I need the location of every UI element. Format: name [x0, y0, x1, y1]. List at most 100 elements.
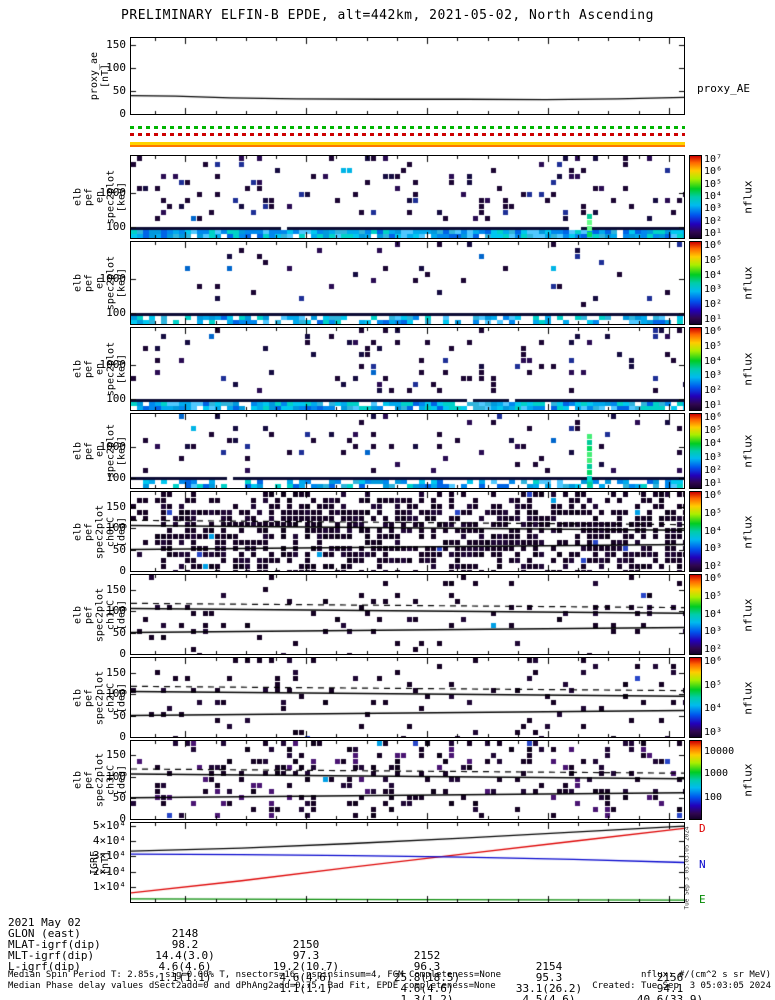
footer-nflux-units: nflux: #/(cm^2 s sr MeV) — [640, 970, 771, 980]
panel-en3 — [130, 327, 685, 411]
en1-colorbar-tick: 10⁵ — [704, 178, 723, 190]
en1-colorbar-tick: 10⁷ — [704, 154, 723, 165]
plot-stamp: Tue Sep 3 05:03:05 2024 — [683, 826, 691, 910]
en3-colorbar-tick: 10³ — [704, 370, 723, 382]
time-tick-4: 2156 — [656, 971, 684, 984]
ch0-ytick-label: 0 — [119, 564, 126, 577]
en4-ytick-label: 100 — [106, 471, 126, 485]
en3-colorbar-label: nflux — [741, 352, 755, 386]
ch0-colorbar-tick: 10³ — [704, 543, 723, 555]
en2-colorbar-tick: 10⁴ — [704, 269, 723, 281]
ch2-canvas — [131, 658, 684, 737]
ch1-canvas — [131, 575, 684, 654]
proxy_ae-canvas — [131, 38, 684, 114]
en3-ytick-label: 1000 — [99, 357, 127, 371]
ch1-colorbar-tick: 10² — [704, 644, 723, 655]
eph-row-label: MLT-igrf(dip) — [8, 949, 95, 962]
en3-colorbar — [689, 327, 702, 411]
en3-colorbar-tick: 10² — [704, 385, 723, 397]
ch1-colorbar — [689, 574, 702, 655]
en1-colorbar-tick: 10¹ — [704, 228, 723, 239]
time-tick-3: 2154 — [535, 960, 563, 973]
en1-ytick-label: 1000 — [99, 185, 127, 199]
proxy_ae-ytick-label: 0 — [119, 107, 126, 120]
ch1-yaxis-label: elb pef spec2plot ch1LC [deg] — [72, 587, 128, 642]
igrf-ytick-label: 2×10⁴ — [92, 864, 126, 878]
date-label: 2021 May 02 — [8, 916, 81, 929]
eph-value: 1.1(1.1) — [279, 982, 333, 995]
ch3-ytick-label: 100 — [106, 769, 126, 783]
igrf-canvas — [131, 823, 684, 902]
quality-flag-row-1 — [130, 133, 685, 136]
ch3-ytick-label: 150 — [106, 748, 126, 762]
en2-ytick-label: 1000 — [99, 271, 127, 285]
ch3-colorbar — [689, 740, 702, 820]
en1-colorbar — [689, 155, 702, 239]
proxy_ae-ytick-label: 50 — [112, 83, 126, 97]
en4-colorbar-tick: 10¹ — [704, 478, 723, 489]
en4-colorbar-tick: 10⁵ — [704, 425, 723, 437]
ch0-ytick-label: 50 — [112, 542, 126, 556]
footer-phase-delay: Median Phase delay values dSect2add=0 an… — [8, 981, 496, 991]
ch3-colorbar-tick: 10000 — [704, 746, 735, 757]
en1-yaxis-label: elb pef en spec2plot [keV] — [72, 169, 128, 225]
ch2-ytick-label: 100 — [106, 687, 126, 701]
en3-colorbar-tick: 10⁴ — [704, 355, 723, 367]
ch1-ytick-label: 100 — [106, 604, 126, 618]
panel-igrf — [130, 822, 685, 903]
en1-colorbar-tick: 10⁶ — [704, 166, 723, 178]
ch3-canvas — [131, 741, 684, 819]
en4-yaxis-label: elb pef en spec2plot [keV] — [72, 423, 128, 479]
ch0-ytick-label: 150 — [106, 499, 126, 513]
en4-ytick-label: 1000 — [99, 440, 127, 454]
quality-flag-bar — [130, 142, 685, 147]
igrf-series-label-N: N — [699, 857, 706, 871]
panel-en4 — [130, 413, 685, 489]
ch2-colorbar-tick: 10³ — [704, 727, 723, 738]
panel-en1 — [130, 155, 685, 239]
eph-value: 98.2 — [171, 938, 199, 951]
ch0-yaxis-label: elb pef spec2plot ch0LC [deg] — [72, 504, 128, 559]
en4-colorbar-label: nflux — [741, 434, 755, 468]
en4-colorbar-tick: 10⁴ — [704, 438, 723, 450]
ch2-ytick-label: 50 — [112, 708, 126, 722]
ch1-colorbar-label: nflux — [741, 597, 755, 632]
eph-row-label: GLON (east) — [8, 927, 81, 940]
en2-yaxis-label: elb pef en spec2plot [keV] — [72, 255, 128, 311]
eph-value: 95.3 — [535, 971, 563, 984]
igrf-series-label-D: D — [699, 821, 706, 835]
ch2-colorbar-tick: 10⁶ — [704, 656, 723, 667]
en3-colorbar-tick: 10⁵ — [704, 340, 723, 352]
ch2-colorbar — [689, 657, 702, 738]
ch1-colorbar-tick: 10⁵ — [704, 590, 723, 602]
eph-value: 1.3(1.2) — [400, 993, 454, 1000]
en2-colorbar-tick: 10¹ — [704, 314, 723, 325]
panel-en2 — [130, 241, 685, 325]
en3-canvas — [131, 328, 684, 410]
plot-title: PRELIMINARY ELFIN-B EPDE, alt=442km, 202… — [121, 8, 654, 23]
proxy_ae-yaxis-label: proxy_ae [nT] — [89, 51, 111, 101]
en4-colorbar-tick: 10⁶ — [704, 412, 723, 423]
ch0-colorbar — [689, 491, 702, 572]
en2-canvas — [131, 242, 684, 324]
ch3-colorbar-label: nflux — [741, 763, 755, 797]
panel-ch3 — [130, 740, 685, 820]
footer-spin-period: Median Spin Period T: 2.85s, sig=0.00% T… — [8, 970, 502, 980]
en4-canvas — [131, 414, 684, 488]
ch2-colorbar-label: nflux — [741, 680, 755, 715]
igrf-ytick-label: 3×10⁴ — [92, 849, 126, 863]
eph-value: 33.1(26.2) — [515, 982, 583, 995]
en3-ytick-label: 100 — [106, 392, 126, 406]
ch1-ytick-label: 0 — [119, 647, 126, 660]
igrf-ytick-label: 5×10⁴ — [92, 819, 126, 833]
panel-proxy_ae — [130, 37, 685, 115]
igrf-yaxis-label: IGRF [nT] — [89, 850, 111, 875]
ch0-colorbar-tick: 10⁴ — [704, 525, 723, 537]
time-axis-row: 2021 May 02 2148 2150 2152 2154 2156 — [0, 906, 775, 994]
eph-value: 40.6(33.9) — [636, 993, 704, 1000]
eph-value: 96.3 — [413, 960, 441, 973]
eph-value: 1.1(1.1) — [158, 971, 212, 984]
igrf-ytick-label: 1×10⁴ — [92, 879, 126, 893]
eph-value: 4.6(4.6) — [400, 982, 454, 995]
eph-value: 97.3 — [292, 949, 320, 962]
